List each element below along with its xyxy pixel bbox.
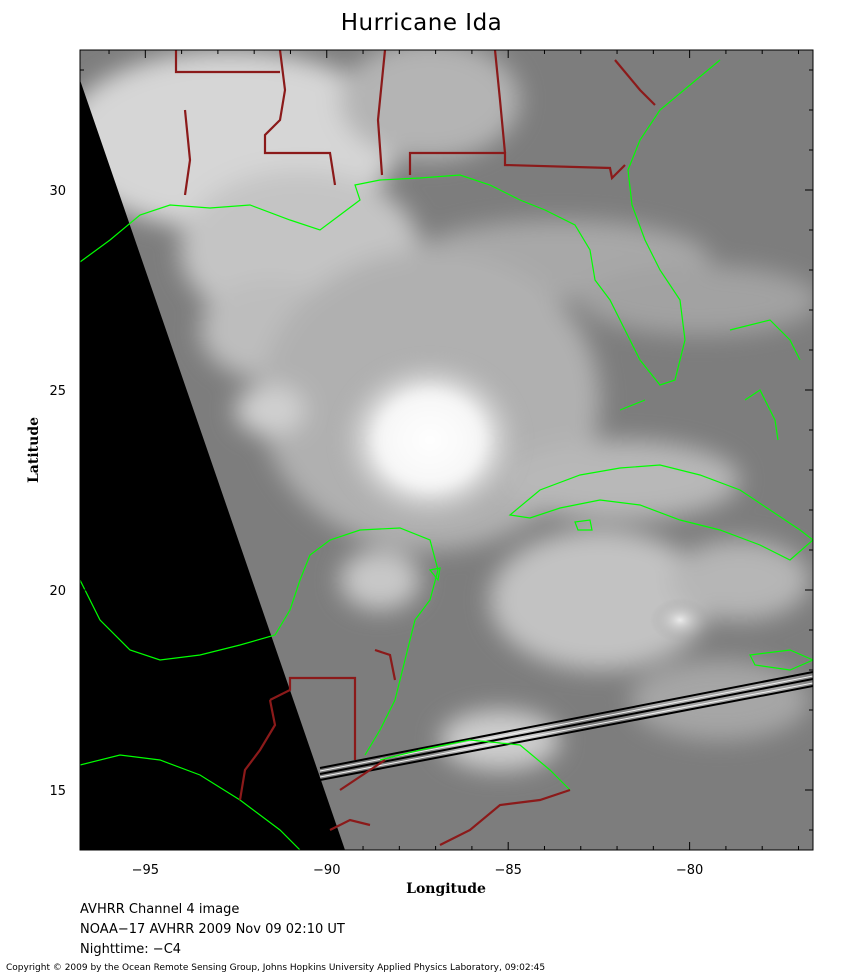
x-tick-label: −95 [132, 863, 159, 878]
satellite-imagery [80, 50, 813, 850]
x-tick-label: −90 [313, 863, 340, 878]
copyright-notice: Copyright © 2009 by the Ocean Remote Sen… [6, 963, 546, 973]
caption-line-2: NOAA−17 AVHRR 2009 Nov 09 02:10 UT [80, 922, 345, 937]
x-axis-label: Longitude [406, 881, 486, 897]
y-tick-label: 25 [49, 384, 66, 399]
caption-line-3: Nighttime: −C4 [80, 942, 182, 957]
y-tick-label: 30 [49, 184, 66, 199]
coastlines [80, 59, 813, 850]
caption-line-1: AVHRR Channel 4 image [80, 902, 240, 917]
map-title: Hurricane Ida [340, 10, 503, 36]
axis-ticks [80, 50, 813, 850]
y-axis-label: Latitude [26, 417, 42, 483]
no-data-region [80, 80, 345, 850]
x-tick-label: −85 [494, 863, 521, 878]
x-tick-label: −80 [676, 863, 703, 878]
political-borders [174, 50, 656, 846]
y-tick-label: 15 [49, 784, 66, 799]
y-tick-label: 20 [49, 584, 66, 599]
plot-frame [79, 49, 814, 851]
